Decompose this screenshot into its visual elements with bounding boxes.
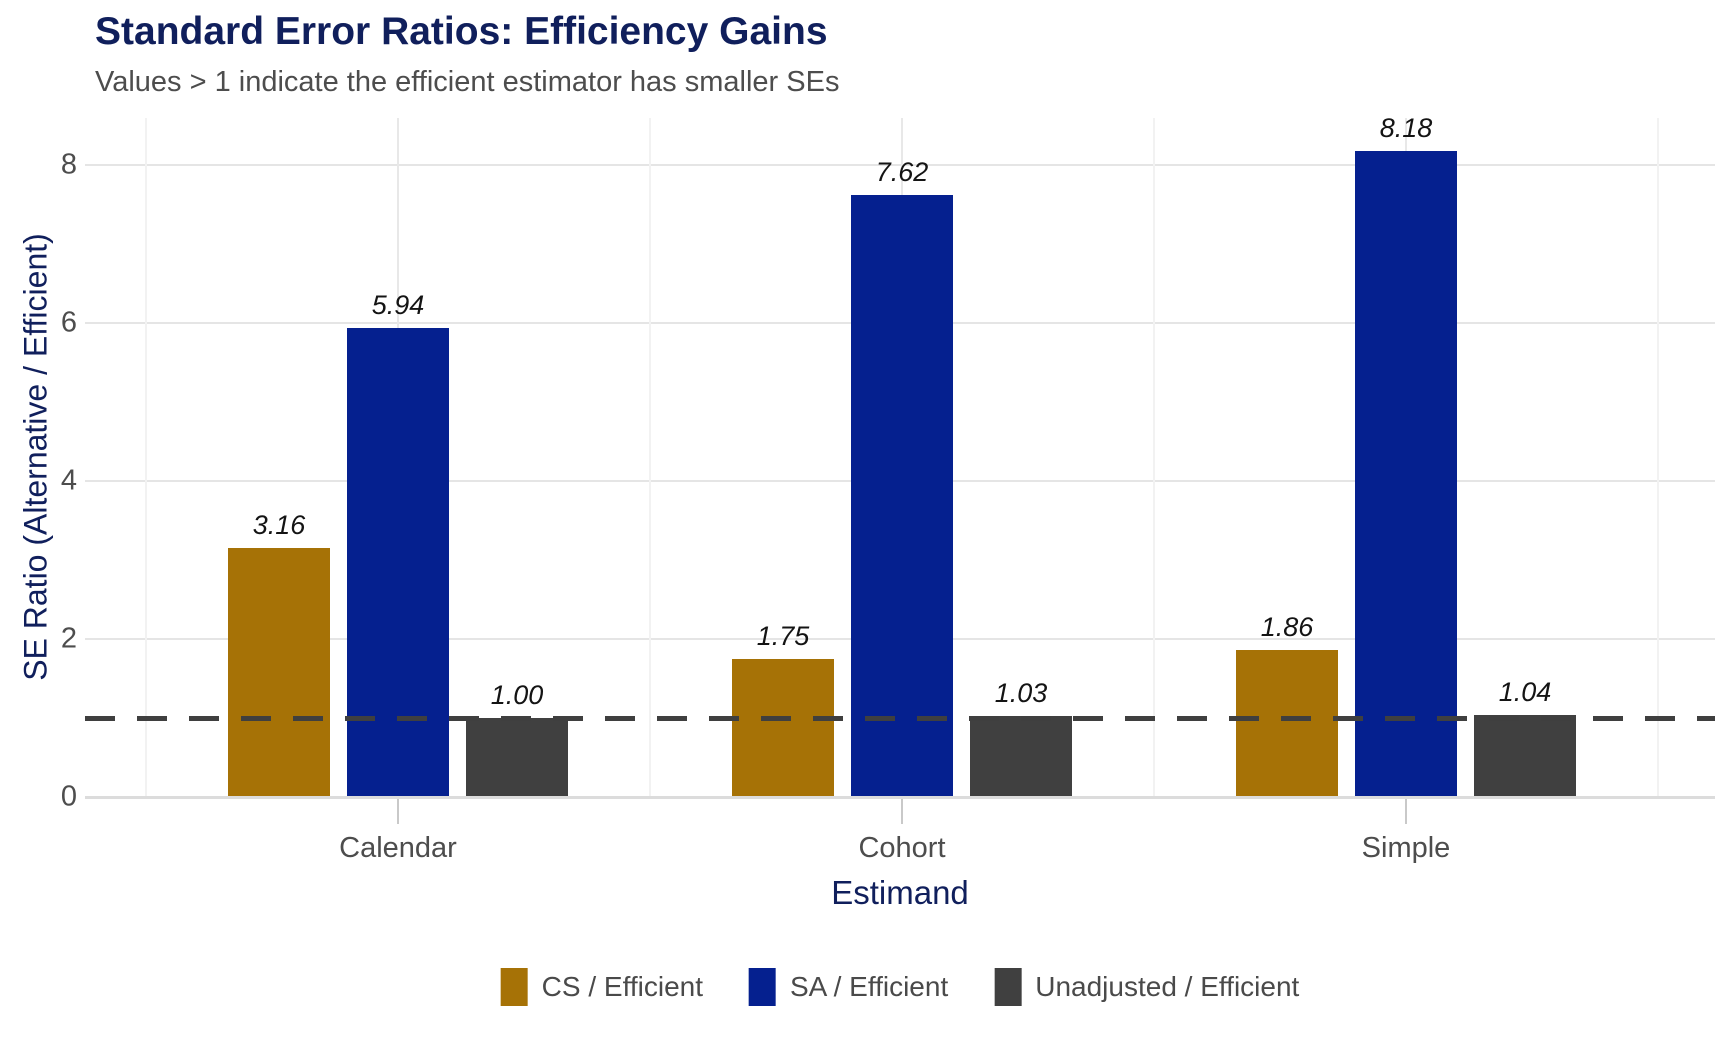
- bar-simple-sa: [1355, 151, 1457, 797]
- y-tick-label-6: 6: [60, 306, 77, 339]
- bar-calendar-cs: [228, 547, 330, 797]
- bar-calendar-unadjusted: [466, 718, 568, 797]
- bar-value-label: 3.16: [252, 509, 306, 540]
- x-tick-label-simple: Simple: [1361, 832, 1451, 864]
- chart-subtitle: Values > 1 indicate the efficient estima…: [95, 66, 840, 98]
- x-axis-title: Estimand: [831, 874, 969, 911]
- plot-panel: 3.16 5.94 1.00 1.75 7.62 1.03 1.86 8.18 1.04: [85, 113, 1715, 798]
- legend-swatch-cs: [500, 968, 528, 1006]
- legend-item-sa: SA / Efficient: [748, 968, 949, 1006]
- bar-calendar-sa: [347, 328, 449, 797]
- y-tick-label-4: 4: [60, 464, 77, 497]
- gridline-x-minor-1: [649, 118, 651, 797]
- gridline-x-minor-3: [1657, 118, 1659, 797]
- x-tick-mark-cohort: [901, 799, 903, 824]
- bar-cohort-unadjusted: [970, 715, 1072, 797]
- reference-line-y1: [85, 716, 1715, 722]
- bar-value-label: 8.18: [1379, 113, 1433, 144]
- chart-legend: CS / Efficient SA / Efficient Unadjusted /…: [500, 968, 1299, 1006]
- x-tick-label-calendar: Calendar: [339, 832, 457, 864]
- legend-item-cs: CS / Efficient: [500, 968, 703, 1006]
- bar-value-label: 1.03: [994, 677, 1048, 708]
- legend-label: Unadjusted / Efficient: [1035, 971, 1300, 1002]
- bar-simple-cs: [1236, 650, 1338, 797]
- y-tick-label-2: 2: [60, 622, 77, 655]
- bar-cohort-cs: [732, 658, 834, 797]
- bar-cohort-sa: [851, 195, 953, 797]
- gridline-x-minor-0: [145, 118, 147, 797]
- y-tick-label-0: 0: [60, 780, 77, 813]
- legend-label: CS / Efficient: [541, 971, 703, 1002]
- bar-value-label: 7.62: [875, 157, 929, 188]
- legend-swatch-unadjusted: [994, 968, 1022, 1006]
- x-tick-label-cohort: Cohort: [858, 832, 946, 864]
- bar-simple-unadjusted: [1474, 714, 1576, 797]
- gridline-x-minor-2: [1153, 118, 1155, 797]
- bar-value-label: 1.04: [1498, 676, 1552, 707]
- y-tick-label-8: 8: [60, 148, 77, 181]
- bar-value-label: 1.86: [1260, 612, 1314, 643]
- bar-value-label: 5.94: [371, 290, 425, 321]
- x-tick-mark-calendar: [397, 799, 399, 824]
- chart-title: Standard Error Ratios: Efficiency Gains: [95, 10, 828, 53]
- x-tick-mark-simple: [1405, 799, 1407, 824]
- gridline-y-8: [85, 164, 1715, 167]
- legend-swatch-sa: [748, 968, 776, 1006]
- y-axis-title: SE Ratio (Alternative / Efficient): [17, 233, 54, 681]
- x-axis-line: [85, 796, 1715, 799]
- legend-item-unadjusted: Unadjusted / Efficient: [994, 968, 1299, 1006]
- legend-label: SA / Efficient: [789, 971, 949, 1002]
- bar-value-label: 1.00: [490, 680, 544, 711]
- bar-value-label: 1.75: [756, 620, 810, 651]
